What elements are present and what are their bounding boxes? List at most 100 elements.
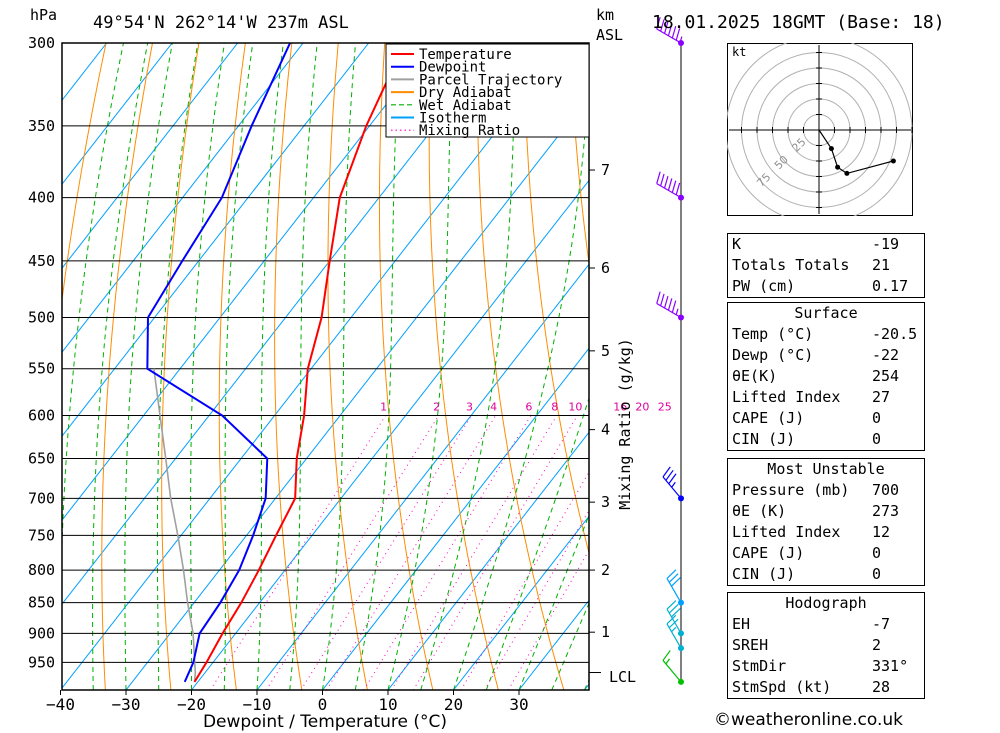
x-tick-label: 20 xyxy=(444,695,463,714)
wet-adiabat-line xyxy=(322,43,357,690)
legend-entry-label: Wet Adiabat xyxy=(419,98,512,114)
mixing-ratio-label: 2 xyxy=(433,400,440,413)
wind-barb-flag xyxy=(667,298,673,311)
wind-barb-flag xyxy=(667,178,673,191)
mixing-ratio-label: 20 xyxy=(635,400,649,413)
wind-barb-flag xyxy=(660,173,665,187)
isotherm-line xyxy=(62,43,370,437)
hodograph-table: Hodograph EH -7 SREH 2 StmDir 331° StmSpd (… xyxy=(727,592,925,699)
wind-barb-half-flag xyxy=(679,36,683,43)
mixing-ratio-axis-title: Mixing Ratio (g/kg) xyxy=(616,338,634,510)
dry-adiabat-line xyxy=(62,43,107,304)
wet-adiabat-line xyxy=(289,43,318,690)
lcl-label: LCL xyxy=(609,668,636,686)
wind-barb-flag xyxy=(671,180,677,193)
most-unstable-title: Most Unstable xyxy=(767,460,885,478)
isotherm-line xyxy=(453,515,589,690)
surface-title: Surface xyxy=(794,304,858,322)
km-tick-label: 5 xyxy=(601,342,610,360)
wind-barb-staff xyxy=(656,302,682,319)
dry-adiabat-line xyxy=(569,43,589,267)
hodograph-row: StmDir 331° xyxy=(732,657,909,675)
wind-barb-flag xyxy=(671,25,677,39)
hodograph-row: SREH 2 xyxy=(732,636,882,654)
surface-row: CAPE (J) 0 xyxy=(732,409,882,427)
pressure-tick-label: 800 xyxy=(28,561,55,579)
series-dewpoint xyxy=(146,43,291,683)
wet-adiabat-line xyxy=(551,602,589,690)
wind-barb-flag xyxy=(656,171,661,184)
surface-row: Lifted Index 27 xyxy=(732,388,891,406)
wind-barb-half-flag xyxy=(671,626,677,633)
index-row: Totals Totals 21 xyxy=(732,256,891,274)
pressure-tick-label: 650 xyxy=(28,450,55,468)
km-tick-label: 6 xyxy=(601,259,610,277)
x-tick-label: −30 xyxy=(112,695,141,714)
km-tick-label: 1 xyxy=(601,623,610,641)
wind-barb-half-flag xyxy=(671,481,676,488)
pressure-tick-label: 850 xyxy=(28,594,55,612)
wind-barb-flag xyxy=(667,23,673,36)
mixing-ratio-label: 25 xyxy=(658,400,672,413)
site-link[interactable]: weatheronline.co.uk xyxy=(731,710,904,730)
dry-adiabat-line xyxy=(523,43,589,556)
wind-barb-staff xyxy=(656,183,682,199)
datetime-label: 18.01.2025 18GMT (Base: 18) xyxy=(652,12,945,33)
dry-adiabat-line xyxy=(942,43,1000,690)
wind-barb-half-flag xyxy=(675,308,679,315)
wind-barb-staff xyxy=(662,660,682,683)
wet-adiabat-line xyxy=(453,69,589,690)
km-tick-label: 7 xyxy=(601,161,610,179)
dry-adiabat-line xyxy=(101,43,153,690)
mixing-ratio-line xyxy=(265,415,440,690)
wind-barb-staff xyxy=(662,476,682,499)
mixing-ratio-label: 4 xyxy=(490,400,497,413)
isotherm-line xyxy=(62,43,501,605)
km-label: km xyxy=(596,6,614,24)
hodograph-point xyxy=(844,170,850,176)
wind-barb-flag xyxy=(660,293,665,306)
x-tick-label: −10 xyxy=(243,695,272,714)
most-unstable-table: Most Unstable Pressure (mb) 700 θE (K) 273… xyxy=(727,458,925,586)
x-tick-label: 30 xyxy=(509,695,528,714)
x-tick-label: −20 xyxy=(177,695,206,714)
km-tick-label: 3 xyxy=(601,493,610,511)
index-row: PW (cm) 0.17 xyxy=(732,277,909,295)
isotherm-line xyxy=(62,43,566,689)
most-unstable-row: CAPE (J) 0 xyxy=(732,544,882,562)
wind-barb-staff xyxy=(666,578,682,603)
wind-barb-staff xyxy=(666,623,682,649)
most-unstable-row: Lifted Index 12 xyxy=(732,523,891,541)
isotherm-line xyxy=(62,43,304,353)
wind-barb-flag xyxy=(656,291,661,304)
mixing-ratio-label: 1 xyxy=(380,400,387,413)
most-unstable-row: θE (K) 273 xyxy=(732,502,900,520)
mixing-ratio-label: 8 xyxy=(551,400,558,413)
surface-table: Surface Temp (°C) -20.5 Dewp (°C) -22 θE(K… xyxy=(727,302,925,451)
isotherm-line xyxy=(125,95,589,690)
wind-barb-flag xyxy=(665,469,674,481)
wind-barb-flag xyxy=(671,300,677,313)
wet-adiabat-line xyxy=(354,43,401,690)
isotherm-line xyxy=(62,43,173,186)
surface-row: Dewp (°C) -22 xyxy=(732,346,900,364)
mixing-ratio-line xyxy=(326,415,497,690)
legend-entry-label: Mixing Ratio xyxy=(419,123,520,139)
wind-barb-flag xyxy=(660,19,665,32)
wind-barb-flag xyxy=(666,569,677,579)
pressure-tick-label: 600 xyxy=(28,406,55,424)
wind-barb-flag xyxy=(663,176,669,189)
wet-adiabat-line xyxy=(223,43,254,690)
pressure-tick-label: 900 xyxy=(28,624,55,642)
mixing-ratio-line xyxy=(507,549,589,690)
dry-adiabat-line xyxy=(378,43,434,690)
pressure-tick-label: 750 xyxy=(28,526,55,544)
legend-entry-label: Dewpoint xyxy=(419,60,486,76)
x-tick-label: 10 xyxy=(378,695,397,714)
wet-adiabat-line xyxy=(156,43,199,690)
mixing-ratio-label: 16 xyxy=(613,400,627,413)
footer-credit[interactable]: ©weatheronline.co.uk xyxy=(714,710,903,730)
